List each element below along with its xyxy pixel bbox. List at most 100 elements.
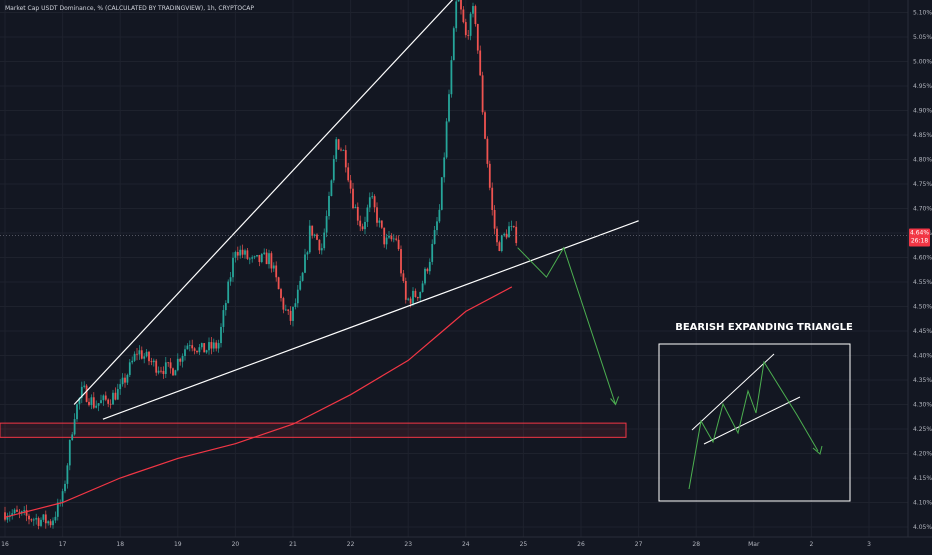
candle-body — [512, 226, 515, 227]
candle-body — [354, 206, 357, 209]
candle-body — [385, 237, 388, 245]
y-tick-label: 4.05% — [913, 524, 932, 531]
y-tick-label: 4.60% — [913, 255, 932, 262]
candle-body — [148, 351, 150, 362]
candle-body — [119, 384, 122, 390]
candle-body — [392, 238, 395, 240]
x-tick-label: 28 — [692, 541, 700, 548]
grid — [0, 0, 908, 537]
candle-body — [493, 209, 496, 229]
candle-body — [361, 226, 364, 230]
candle-body — [220, 326, 222, 344]
candle-body — [443, 157, 446, 178]
candle-body — [224, 303, 227, 311]
candle-body — [4, 512, 6, 520]
candle-body — [172, 368, 174, 376]
candle-body — [6, 517, 9, 520]
candle-body — [340, 149, 342, 151]
candle-body — [54, 516, 57, 521]
candle-body — [436, 221, 438, 231]
candle-body — [318, 239, 321, 251]
candle-body — [510, 226, 513, 227]
candle-body — [210, 342, 213, 349]
candle-body — [61, 491, 64, 503]
candle-body — [344, 150, 347, 168]
candle-body — [136, 353, 138, 355]
chart-header-title: Market Cap USDT Dominance, % (CALCULATED… — [5, 5, 254, 12]
candle-body — [342, 150, 345, 151]
candle-body — [107, 399, 110, 404]
candle-body — [400, 249, 402, 274]
candle-body — [460, 0, 462, 10]
candle-body — [455, 1, 458, 29]
candle-body — [66, 465, 69, 484]
candle-body — [462, 9, 465, 23]
candle-body — [378, 220, 381, 223]
support-zone — [0, 422, 627, 438]
x-tick-label: 16 — [1, 541, 9, 548]
candle-body — [174, 370, 177, 376]
candle-body — [186, 345, 189, 350]
candle-body — [452, 28, 455, 61]
x-tick-label: 27 — [635, 541, 643, 548]
candle-body — [311, 225, 314, 236]
candle-body — [356, 206, 359, 221]
x-axis: 16 17 18 19 20 21 22 23 24 25 26 27 28 Mar 2 3 — [0, 536, 932, 548]
candle-body — [102, 395, 105, 401]
current-price-tag: 4.64% 26:18 — [0, 228, 930, 247]
x-tick-label: 18 — [116, 541, 124, 548]
candle-body — [325, 216, 328, 233]
candle-body — [104, 395, 107, 400]
candle-body — [304, 254, 306, 273]
candle-body — [191, 345, 194, 349]
candle-body — [313, 234, 316, 236]
candle-body — [416, 296, 419, 299]
candle-body — [88, 401, 90, 406]
y-tick-label: 4.50% — [913, 304, 932, 311]
candle-body — [42, 514, 45, 520]
candle-body — [109, 403, 112, 405]
projection-arrowhead-icon — [610, 396, 620, 406]
trendline[interactable] — [73, 0, 473, 405]
y-tick-label: 4.55% — [913, 279, 932, 286]
candle-body — [503, 233, 506, 236]
trendline[interactable] — [102, 220, 639, 420]
candle-body — [440, 177, 443, 210]
x-tick-label: 3 — [867, 541, 871, 548]
candle-body — [47, 521, 50, 524]
x-tick-label: 22 — [347, 541, 355, 548]
y-tick-label: 4.85% — [913, 132, 932, 139]
candle-body — [143, 356, 146, 359]
candle-body — [376, 207, 378, 223]
candle-body — [294, 303, 297, 307]
candle-body — [287, 309, 290, 311]
candle-body — [169, 362, 172, 369]
candle-body — [457, 0, 460, 2]
candle-body — [474, 6, 477, 25]
candle-body — [508, 226, 510, 238]
candle-body — [256, 254, 258, 257]
candle-body — [217, 343, 220, 349]
inset-arrow-head-icon — [812, 445, 823, 455]
candle-body — [248, 258, 251, 260]
candle-body — [270, 253, 273, 269]
candle-body — [515, 226, 518, 244]
candle-body — [200, 343, 203, 348]
candle-body — [412, 290, 414, 304]
y-tick-label: 4.75% — [913, 181, 932, 188]
candle-body — [467, 35, 470, 36]
candle-body — [52, 520, 54, 526]
candle-body — [438, 209, 441, 222]
x-tick-label: 26 — [577, 541, 585, 548]
candle-body — [90, 397, 93, 406]
candle-body — [289, 310, 292, 321]
candle-body — [20, 511, 23, 513]
candle-body — [241, 249, 244, 255]
candle-body — [35, 518, 38, 520]
y-tick-label: 4.30% — [913, 402, 932, 409]
candle-body — [402, 273, 405, 282]
candle-body — [330, 180, 333, 196]
candle-body — [222, 310, 225, 327]
